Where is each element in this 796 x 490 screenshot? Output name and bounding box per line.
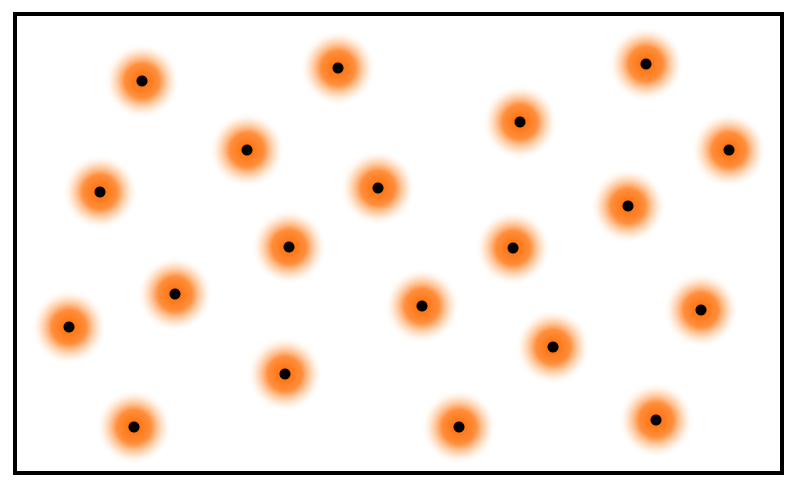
particle-center-dot <box>128 421 140 433</box>
particle-center-dot <box>723 144 735 156</box>
particle <box>608 26 684 102</box>
particle <box>247 336 323 412</box>
particle <box>251 209 327 285</box>
particle-center-dot <box>169 288 181 300</box>
particle-center-dot <box>650 414 662 426</box>
particle <box>137 256 213 332</box>
particle-center-dot <box>507 242 519 254</box>
particle-center-dot <box>332 62 344 74</box>
particles-layer <box>31 26 767 465</box>
particle <box>421 389 497 465</box>
particle <box>340 150 416 226</box>
particle <box>209 112 285 188</box>
particle-center-dot <box>241 144 253 156</box>
particle-center-dot <box>63 321 75 333</box>
particle <box>475 210 551 286</box>
particle-center-dot <box>283 241 295 253</box>
particle-center-dot <box>372 182 384 194</box>
particle-center-dot <box>622 200 634 212</box>
particle-center-dot <box>695 304 707 316</box>
particle-center-dot <box>416 300 428 312</box>
particle <box>31 289 107 365</box>
particle-center-dot <box>136 75 148 87</box>
particle <box>96 389 172 465</box>
particle-center-dot <box>514 116 526 128</box>
particle <box>482 84 558 160</box>
particle <box>515 309 591 385</box>
particle-center-dot <box>547 341 559 353</box>
particle <box>691 112 767 188</box>
particle <box>104 43 180 119</box>
particle <box>384 268 460 344</box>
particle <box>618 382 694 458</box>
particle <box>590 168 666 244</box>
particle-center-dot <box>453 421 465 433</box>
particle <box>300 30 376 106</box>
particle <box>663 272 739 348</box>
particle-center-dot <box>279 368 291 380</box>
particle-center-dot <box>94 186 106 198</box>
particle <box>62 154 138 230</box>
particle-center-dot <box>640 58 652 70</box>
